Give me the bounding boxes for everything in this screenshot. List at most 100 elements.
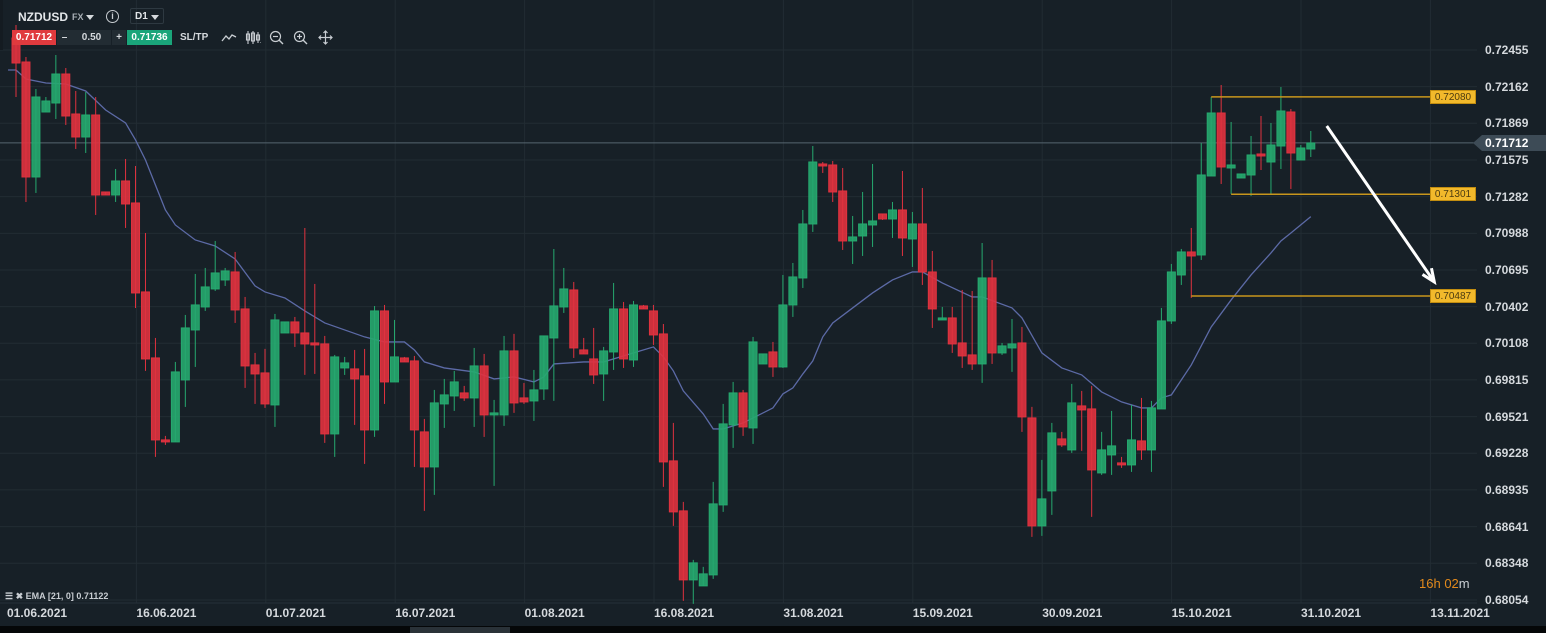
candle-body xyxy=(260,372,270,405)
candle-body xyxy=(1146,407,1156,451)
move-crosshair-icon[interactable] xyxy=(318,30,334,45)
indicator-remove-icon[interactable]: ✖ xyxy=(15,591,24,601)
candle-body xyxy=(917,223,927,273)
candle-bearish xyxy=(1017,326,1027,432)
symbol-name[interactable]: NZDUSD xyxy=(18,10,68,24)
zoom-in-icon[interactable] xyxy=(293,30,309,45)
candle-bearish xyxy=(1027,406,1037,537)
price-tick-label: 0.70402 xyxy=(1485,299,1529,314)
candle-body xyxy=(629,304,639,361)
candle-body xyxy=(41,100,51,113)
date-tick-label: 31.10.2021 xyxy=(1301,606,1362,620)
candle-body xyxy=(858,223,868,237)
candle-body xyxy=(1047,432,1057,492)
candle-bearish xyxy=(917,187,927,285)
candle-bullish xyxy=(1067,383,1077,453)
candle-bearish xyxy=(1117,456,1127,468)
candle-body xyxy=(957,342,967,357)
candle-bullish xyxy=(499,335,509,426)
candle-body xyxy=(708,503,718,576)
candle-bullish xyxy=(1306,130,1316,157)
candle-bearish xyxy=(409,355,419,467)
candle-bearish xyxy=(638,304,648,310)
indicator-settings-icon[interactable]: ☰ xyxy=(5,591,14,601)
candle-bearish xyxy=(828,160,838,202)
quantity-input[interactable]: 0.50 xyxy=(72,30,111,45)
candle-bullish xyxy=(997,342,1007,355)
candle-bullish xyxy=(1246,135,1256,196)
candle-body xyxy=(1007,343,1017,349)
candle-bearish xyxy=(1286,108,1296,189)
candle-bullish xyxy=(111,168,121,202)
candle-body xyxy=(868,220,878,226)
candle-body xyxy=(818,163,828,167)
candle-bullish xyxy=(210,240,220,291)
candle-bullish xyxy=(370,305,380,437)
candle-bearish xyxy=(91,96,101,215)
info-icon[interactable]: i xyxy=(106,10,119,23)
market-selector[interactable]: FX xyxy=(72,12,95,22)
chevron-down-icon xyxy=(86,15,95,20)
candle-bearish xyxy=(678,501,688,601)
buy-button[interactable]: 0.71736 xyxy=(127,30,172,45)
candle-bearish xyxy=(479,353,489,437)
candle-bearish xyxy=(419,418,429,511)
level-price-label[interactable]: 0.72080 xyxy=(1430,89,1476,104)
candle-body xyxy=(1196,174,1206,256)
candle-body xyxy=(947,317,957,345)
ema-indicator-label: EMA [21, 0] 0.71122 xyxy=(25,591,109,601)
indicator-legend[interactable]: ☰ ✖ EMA [21, 0] 0.71122 xyxy=(5,591,108,602)
candle-body xyxy=(170,371,180,443)
candle-bullish xyxy=(1107,410,1117,475)
candle-bullish xyxy=(1296,144,1306,161)
candlestick-type-icon[interactable] xyxy=(245,30,261,45)
candle-body xyxy=(160,439,170,443)
level-price-label[interactable]: 0.71301 xyxy=(1430,187,1476,202)
candle-body xyxy=(1226,164,1236,169)
candle-bullish xyxy=(1226,121,1236,194)
candle-bullish xyxy=(31,88,41,193)
candle-body xyxy=(439,394,449,405)
candle-bearish xyxy=(399,356,409,363)
candle-body xyxy=(977,277,987,365)
candle-bullish xyxy=(788,262,798,317)
level-price-label[interactable]: 0.70487 xyxy=(1430,288,1476,303)
candle-body xyxy=(1156,320,1166,410)
candle-bearish xyxy=(668,422,678,526)
line-chart-icon[interactable] xyxy=(221,30,237,45)
sltp-button[interactable]: SL/TP xyxy=(180,32,209,43)
zoom-out-icon[interactable] xyxy=(269,30,285,45)
increase-quantity-button[interactable]: + xyxy=(112,30,126,45)
candle-bullish xyxy=(907,211,917,267)
candle-body xyxy=(1166,271,1176,322)
price-tick-label: 0.69521 xyxy=(1485,409,1529,424)
candle-bearish xyxy=(160,435,170,445)
candle-body xyxy=(619,308,629,360)
candle-body xyxy=(1077,405,1087,411)
date-tick-label: 13.11.2021 xyxy=(1430,606,1490,620)
horizontal-scrollbar[interactable] xyxy=(410,627,510,633)
candle-bullish xyxy=(599,346,609,401)
candle-body xyxy=(678,510,688,581)
candle-body xyxy=(698,573,708,587)
candle-bullish xyxy=(170,361,180,443)
sell-button[interactable]: 0.71712 xyxy=(12,30,56,45)
candle-body xyxy=(1057,438,1067,446)
candle-body xyxy=(1107,445,1117,456)
trend-arrow-line xyxy=(1325,125,1436,283)
timeframe-dropdown[interactable]: D1 xyxy=(130,8,164,24)
candle-body xyxy=(778,304,788,368)
candle-body xyxy=(499,350,509,416)
candle-bearish xyxy=(140,232,150,371)
candle-body xyxy=(907,223,917,240)
decrease-quantity-button[interactable]: – xyxy=(57,30,72,45)
price-tick-label: 0.68054 xyxy=(1485,593,1529,607)
candle-bullish xyxy=(1007,318,1017,372)
candle-bearish xyxy=(768,341,778,377)
candle-bullish xyxy=(1166,263,1176,324)
candle-body xyxy=(370,310,380,431)
candle-body xyxy=(250,364,260,375)
candle-bullish xyxy=(81,91,91,153)
candle-body xyxy=(638,305,648,310)
